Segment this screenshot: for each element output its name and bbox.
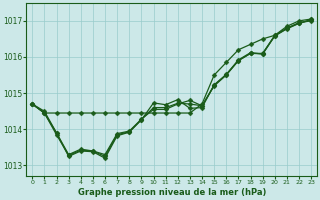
X-axis label: Graphe pression niveau de la mer (hPa): Graphe pression niveau de la mer (hPa) xyxy=(77,188,266,197)
